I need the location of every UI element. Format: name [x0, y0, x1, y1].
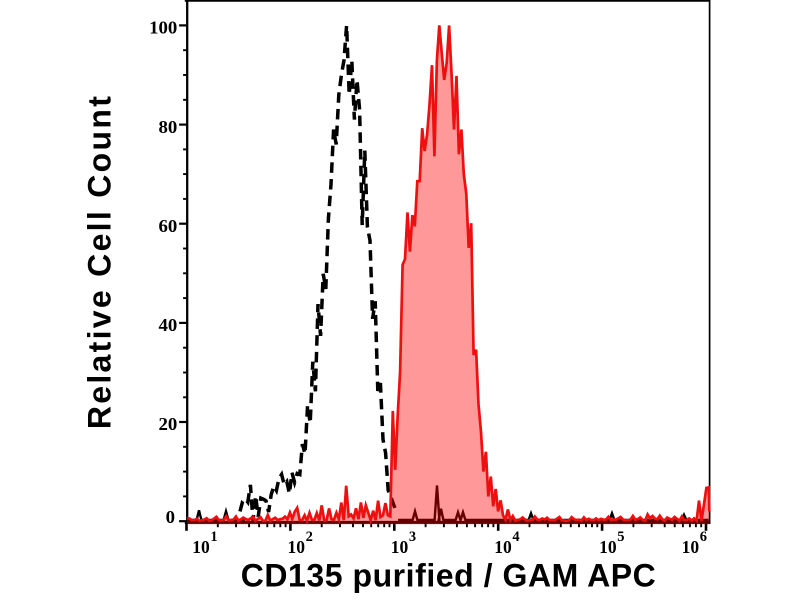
- svg-text:5: 5: [617, 529, 624, 545]
- svg-text:10: 10: [391, 537, 409, 557]
- svg-text:80: 80: [159, 117, 178, 137]
- svg-text:10: 10: [192, 537, 210, 557]
- svg-text:6: 6: [700, 529, 707, 545]
- svg-text:40: 40: [159, 315, 178, 335]
- svg-text:10: 10: [682, 537, 700, 557]
- svg-text:1: 1: [210, 529, 217, 545]
- svg-text:10: 10: [287, 537, 305, 557]
- svg-text:3: 3: [409, 529, 416, 545]
- svg-text:10: 10: [599, 537, 617, 557]
- svg-text:10: 10: [494, 537, 512, 557]
- svg-text:0: 0: [166, 507, 175, 527]
- svg-text:2: 2: [306, 529, 313, 545]
- svg-text:Relative Cell Count: Relative Cell Count: [82, 94, 118, 429]
- svg-text:4: 4: [512, 529, 519, 545]
- svg-text:CD135 purified / GAM APC: CD135 purified / GAM APC: [241, 558, 657, 594]
- svg-text:100: 100: [149, 18, 177, 38]
- svg-text:60: 60: [159, 216, 178, 236]
- svg-text:20: 20: [159, 414, 178, 434]
